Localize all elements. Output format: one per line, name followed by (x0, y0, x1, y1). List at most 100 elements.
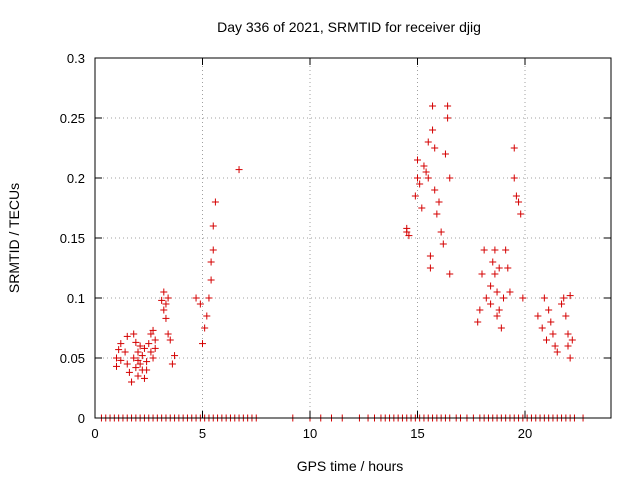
data-point (545, 306, 553, 314)
data-point (117, 356, 125, 364)
data-point (566, 292, 574, 300)
data-point (487, 300, 495, 308)
data-point (446, 270, 454, 278)
data-point (560, 294, 568, 302)
data-point (540, 294, 548, 302)
data-point (487, 282, 495, 290)
data-point (132, 364, 140, 372)
data-point (166, 336, 174, 344)
data-point (196, 300, 204, 308)
data-point (414, 174, 421, 182)
y-tick-label: 0 (78, 411, 85, 426)
data-point (140, 374, 148, 382)
data-point (164, 294, 172, 302)
data-point (424, 174, 432, 182)
data-point (504, 264, 512, 272)
data-point (549, 330, 557, 338)
data-point (446, 174, 454, 182)
data-point (123, 360, 131, 368)
data-point (547, 318, 555, 326)
data-point (192, 294, 200, 302)
data-point (134, 372, 142, 380)
data-point (147, 330, 155, 338)
data-point (416, 180, 424, 188)
data-point (128, 378, 136, 386)
data-point (405, 232, 413, 240)
chart-title: Day 336 of 2021, SRMTID for receiver dji… (217, 19, 481, 35)
data-point (500, 294, 507, 302)
data-point (162, 300, 170, 308)
data-point (506, 288, 514, 296)
data-point (168, 360, 176, 368)
data-point (207, 258, 215, 266)
data-point (515, 198, 523, 206)
data-point (431, 144, 439, 152)
data-point (493, 288, 501, 296)
x-tick-label: 15 (410, 426, 424, 441)
data-point (418, 204, 426, 212)
data-point (130, 354, 138, 362)
data-point (117, 340, 125, 348)
axis-ticks (94, 57, 611, 419)
data-point (495, 306, 503, 314)
data-point (151, 336, 159, 344)
data-point (512, 192, 520, 200)
y-tick-label: 0.25 (60, 111, 85, 126)
data-point (489, 258, 497, 266)
data-point (411, 192, 419, 200)
data-point (164, 330, 172, 338)
data-point (444, 114, 452, 122)
data-point (431, 186, 439, 194)
data-point (558, 300, 566, 308)
y-tick-label: 0.05 (60, 351, 85, 366)
data-point (209, 246, 217, 254)
data-point (140, 344, 148, 352)
data-point (205, 294, 213, 302)
data-point (211, 198, 219, 206)
data-point (478, 270, 486, 278)
data-point (420, 162, 428, 170)
data-point (162, 314, 170, 322)
data-point (422, 168, 430, 176)
data-point (235, 166, 243, 174)
data-point (429, 126, 437, 134)
data-point (149, 326, 157, 334)
data-point (538, 324, 546, 332)
x-tick-labels: 0 5 10 15 20 (91, 426, 532, 441)
data-point (136, 342, 144, 350)
data-point (414, 156, 421, 164)
data-point (519, 294, 527, 302)
data-point (136, 360, 144, 368)
y-tick-labels: 0 0.05 0.1 0.15 0.2 0.25 0.3 (60, 51, 85, 426)
data-point (429, 102, 437, 110)
data-point (482, 294, 490, 302)
x-tick-label: 20 (518, 426, 532, 441)
data-point (143, 358, 151, 366)
data-point (203, 312, 211, 320)
data-point (424, 138, 432, 146)
data-point (497, 324, 505, 332)
data-point (123, 332, 131, 340)
data-point (517, 210, 525, 218)
data-point (444, 102, 452, 110)
x-axis-label: GPS time / hours (297, 458, 404, 474)
data-points (97, 102, 587, 422)
data-point (534, 312, 542, 320)
x-tick-label: 10 (303, 426, 317, 441)
data-point (403, 224, 411, 232)
data-point (474, 318, 482, 326)
data-point (568, 336, 576, 344)
data-point (564, 330, 572, 338)
data-point (201, 324, 209, 332)
gridlines (95, 58, 611, 418)
data-point (480, 246, 488, 254)
data-point (199, 340, 206, 348)
data-point (149, 354, 157, 362)
data-point (151, 344, 159, 352)
data-point (510, 174, 518, 182)
data-point (553, 348, 561, 356)
data-point (113, 362, 120, 370)
data-point (543, 336, 550, 344)
x-tick-label: 5 (199, 426, 206, 441)
data-point (147, 348, 155, 356)
